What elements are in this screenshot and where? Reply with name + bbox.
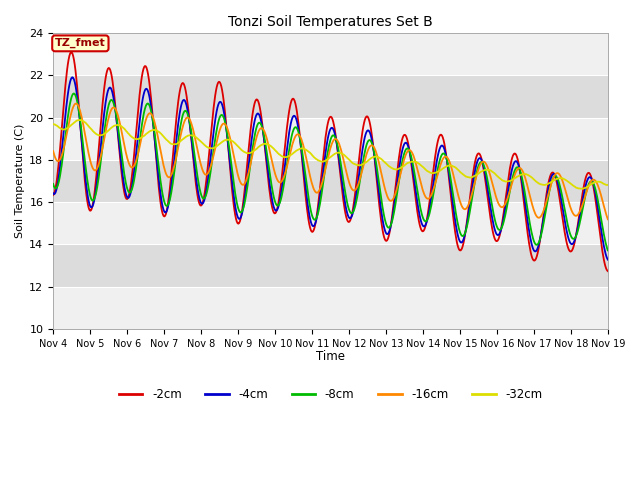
X-axis label: Time: Time — [316, 350, 345, 363]
Bar — [53, 244, 608, 287]
Bar — [53, 160, 608, 202]
Bar — [53, 33, 608, 75]
Bar — [53, 75, 608, 118]
Y-axis label: Soil Temperature (C): Soil Temperature (C) — [15, 124, 25, 238]
Legend: -2cm, -4cm, -8cm, -16cm, -32cm: -2cm, -4cm, -8cm, -16cm, -32cm — [114, 384, 547, 406]
Bar — [53, 202, 608, 244]
Text: TZ_fmet: TZ_fmet — [55, 38, 106, 48]
Bar — [53, 287, 608, 329]
Title: Tonzi Soil Temperatures Set B: Tonzi Soil Temperatures Set B — [228, 15, 433, 29]
Bar — [53, 118, 608, 160]
